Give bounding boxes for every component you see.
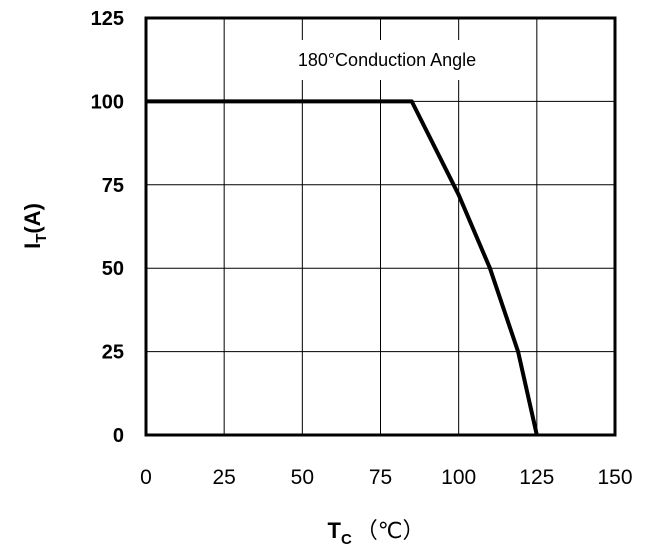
x-axis-label-sub: C xyxy=(341,531,352,548)
series-line xyxy=(146,99,539,436)
plot-border xyxy=(144,16,617,437)
tick-labels: 0 25 50 75 100 125 150 0 25 50 75 100 125 xyxy=(91,8,633,489)
series-layer xyxy=(146,99,539,436)
x-axis-label: TC （℃） xyxy=(327,518,424,548)
y-axis-label: IT(A) xyxy=(20,203,50,249)
x-tick-label: 150 xyxy=(597,466,632,489)
y-axis-label-main: I xyxy=(20,243,45,249)
annotation-text: 180°Conduction Angle xyxy=(298,50,476,70)
x-tick-label: 0 xyxy=(140,466,152,489)
y-axis-label-sub: T xyxy=(33,234,50,243)
x-tick-label: 100 xyxy=(441,466,476,489)
x-tick-label: 50 xyxy=(291,466,314,489)
x-axis-label-unit: （℃） xyxy=(356,518,425,543)
y-tick-label: 0 xyxy=(113,425,124,447)
x-tick-label: 125 xyxy=(519,466,554,489)
x-tick-label: 25 xyxy=(212,466,235,489)
annotation-box xyxy=(253,40,521,80)
y-tick-label: 125 xyxy=(91,8,124,30)
plot-frame xyxy=(144,16,617,437)
y-axis-label-unit: (A) xyxy=(20,203,45,234)
y-tick-label: 25 xyxy=(102,342,124,364)
y-tick-label: 50 xyxy=(102,258,124,280)
y-tick-label: 100 xyxy=(91,91,124,113)
x-tick-label: 75 xyxy=(369,466,392,489)
y-tick-label: 75 xyxy=(102,175,124,197)
grid xyxy=(146,18,615,435)
x-axis-label-main: T xyxy=(327,518,341,543)
